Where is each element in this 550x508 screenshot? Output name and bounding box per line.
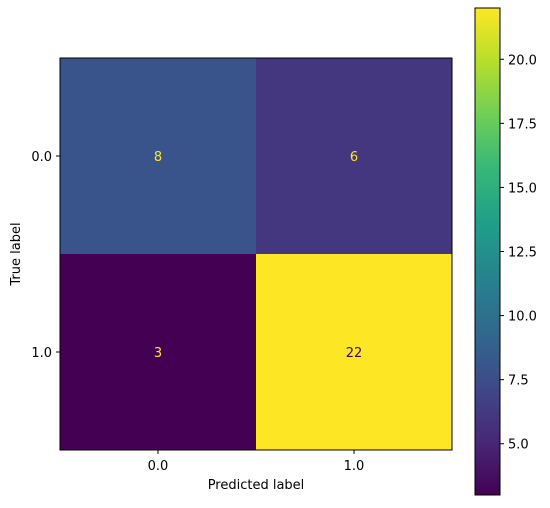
heatmap-cells bbox=[60, 58, 452, 450]
x-tick-label: 0.0 bbox=[148, 459, 169, 474]
colorbar-tick-label: 15.0 bbox=[508, 181, 537, 196]
heatmap-cell bbox=[60, 58, 256, 254]
plot-frame bbox=[59, 57, 453, 451]
cell-value-label: 6 bbox=[350, 150, 358, 165]
y-axis-ticks: 0.0 1.0 bbox=[31, 150, 60, 361]
y-tick-label: 0.0 bbox=[31, 150, 52, 165]
cell-value-label: 8 bbox=[154, 150, 162, 165]
colorbar-ticks: 5.0 7.5 10.0 12.5 15.0 17.5 20.0 bbox=[500, 53, 537, 453]
colorbar-tick-label: 7.5 bbox=[508, 374, 529, 389]
colorbar-tick-label: 20.0 bbox=[508, 53, 537, 68]
heatmap-cell bbox=[60, 254, 256, 450]
cell-value-labels: 8 6 3 22 bbox=[154, 150, 362, 361]
y-tick-label: 1.0 bbox=[31, 346, 52, 361]
colorbar-tick-label: 5.0 bbox=[508, 438, 529, 453]
heatmap-cell bbox=[256, 58, 452, 254]
cell-value-label: 3 bbox=[154, 346, 162, 361]
colorbar-tick-label: 17.5 bbox=[508, 117, 537, 132]
y-axis-label: True label bbox=[9, 222, 24, 286]
colorbar-tick-label: 12.5 bbox=[508, 246, 537, 261]
cell-value-label: 22 bbox=[346, 346, 363, 361]
colorbar bbox=[475, 8, 500, 495]
x-tick-label: 1.0 bbox=[344, 459, 365, 474]
colorbar-tick-label: 10.0 bbox=[508, 310, 537, 325]
x-axis-label: Predicted label bbox=[208, 478, 305, 493]
heatmap-cell bbox=[256, 254, 452, 450]
x-axis-ticks: 0.0 1.0 bbox=[148, 450, 365, 474]
